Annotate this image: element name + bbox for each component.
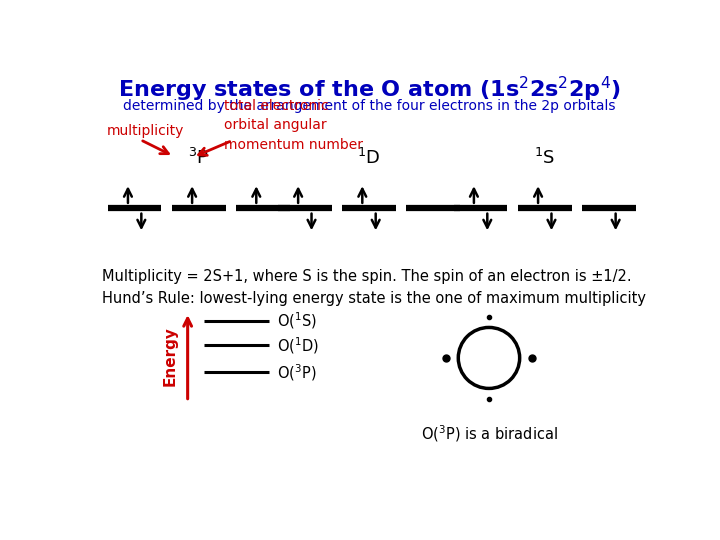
Text: total electronic
orbital angular
momentum number: total electronic orbital angular momentu… [224,99,363,152]
Text: multiplicity: multiplicity [107,124,184,138]
Text: Multiplicity = 2S+1, where S is the spin. The spin of an electron is ±1/2.: Multiplicity = 2S+1, where S is the spin… [102,268,632,284]
Text: $^1$D: $^1$D [357,148,381,168]
Text: Energy states of the O atom (1s$^2$2s$^2$2p$^4$): Energy states of the O atom (1s$^2$2s$^2… [117,75,621,104]
Text: determined by the arrangement of the four electrons in the 2p orbitals: determined by the arrangement of the fou… [122,99,616,113]
Text: O($^3$P) is a biradical: O($^3$P) is a biradical [420,424,557,444]
Text: O($^1$S): O($^1$S) [277,310,317,331]
Text: O($^1$D): O($^1$D) [277,335,319,356]
Text: Energy: Energy [163,326,178,386]
Text: $^3$P: $^3$P [189,148,210,168]
Text: $^1$S: $^1$S [534,148,555,168]
Text: O($^3$P): O($^3$P) [277,362,317,383]
Text: Hund’s Rule: lowest-lying energy state is the one of maximum multiplicity: Hund’s Rule: lowest-lying energy state i… [102,292,647,306]
